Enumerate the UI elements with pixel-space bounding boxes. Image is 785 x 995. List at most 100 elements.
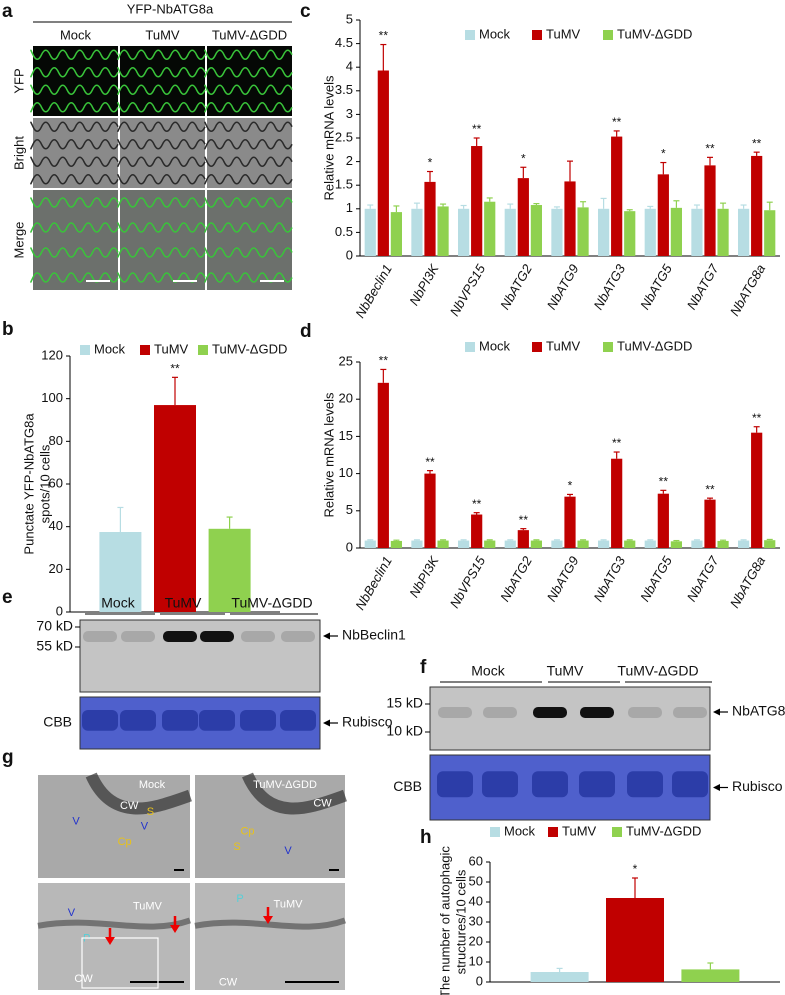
error-bar bbox=[753, 151, 760, 156]
cell-outline bbox=[204, 121, 293, 185]
y-tick-label: 40 bbox=[469, 893, 483, 908]
error-bar bbox=[766, 538, 773, 541]
marker-label: 70 kD bbox=[36, 618, 73, 634]
x-tick-label: NbATG9 bbox=[544, 262, 582, 312]
image-label: Mock bbox=[139, 779, 166, 791]
stain-band bbox=[627, 771, 663, 798]
legend-swatch bbox=[80, 345, 90, 355]
significance-label: * bbox=[428, 156, 433, 170]
legend-label: TuMV-ΔGDD bbox=[212, 341, 287, 356]
y-tick-label: 3 bbox=[346, 106, 353, 121]
error-bar bbox=[600, 197, 607, 209]
x-tick-label: NbATG7 bbox=[684, 553, 722, 604]
y-axis-label: The number of autophagic bbox=[437, 846, 452, 995]
error-bar bbox=[660, 489, 667, 494]
image-label: S bbox=[233, 841, 240, 853]
error-bar bbox=[632, 877, 638, 898]
bar bbox=[738, 208, 750, 256]
error-bar bbox=[613, 130, 620, 137]
band bbox=[241, 631, 275, 642]
band bbox=[580, 707, 614, 718]
bar bbox=[577, 207, 589, 256]
stain-band bbox=[120, 710, 156, 731]
error-bar bbox=[460, 539, 467, 541]
legend-label: TuMV-ΔGDD bbox=[626, 823, 701, 838]
bar bbox=[704, 165, 716, 256]
lane-label: TuMV bbox=[165, 595, 202, 611]
image-label: V bbox=[284, 845, 292, 857]
significance-label: ** bbox=[379, 29, 389, 43]
bar bbox=[717, 208, 729, 256]
blot bbox=[79, 619, 321, 693]
bar bbox=[751, 432, 763, 548]
micrograph bbox=[33, 118, 118, 188]
bar bbox=[691, 540, 703, 548]
bar bbox=[751, 155, 763, 256]
error-bar bbox=[693, 204, 700, 209]
significance-label: * bbox=[521, 151, 526, 165]
image-label: Cp bbox=[240, 826, 254, 838]
error-bar bbox=[172, 376, 178, 406]
significance-label: ** bbox=[705, 142, 715, 156]
error-bar bbox=[440, 539, 447, 541]
y-axis-label: Relative mRNA levels bbox=[321, 392, 336, 517]
y-tick-label: 120 bbox=[41, 347, 63, 362]
significance-label: ** bbox=[425, 455, 435, 469]
y-tick-label: 1.5 bbox=[335, 177, 353, 192]
error-bar bbox=[556, 967, 563, 972]
legend-label: TuMV-ΔGDD bbox=[617, 26, 692, 41]
significance-label: ** bbox=[659, 475, 669, 489]
x-tick-label: NbATG7 bbox=[684, 261, 722, 312]
y-tick-label: 20 bbox=[469, 933, 483, 948]
stain-band bbox=[437, 771, 473, 798]
column-header: Mock bbox=[60, 27, 92, 42]
cell-wall bbox=[242, 772, 347, 815]
error-bar bbox=[440, 203, 447, 207]
bar bbox=[644, 540, 656, 548]
error-bar bbox=[647, 539, 654, 541]
arrow-head bbox=[323, 632, 330, 640]
bar bbox=[606, 898, 664, 982]
error-bar bbox=[413, 202, 420, 209]
error-bar bbox=[380, 43, 387, 71]
bar bbox=[691, 208, 703, 256]
error-bar bbox=[720, 202, 727, 209]
y-tick-label: 0.5 bbox=[335, 224, 353, 239]
error-bar bbox=[473, 512, 480, 515]
y-tick-label: 100 bbox=[41, 390, 63, 405]
bar bbox=[504, 208, 516, 256]
legend-label: TuMV-ΔGDD bbox=[617, 338, 692, 353]
y-tick-label: 50 bbox=[469, 873, 483, 888]
error-bar bbox=[117, 506, 124, 532]
marker-label: 15 kD bbox=[386, 695, 423, 711]
stain-band bbox=[482, 771, 518, 798]
y-axis-label: spots/10 cells bbox=[37, 444, 52, 523]
bar bbox=[681, 969, 740, 982]
column-header: TuMV-ΔGDD bbox=[212, 27, 287, 42]
x-tick-label: NbPI3K bbox=[406, 553, 442, 600]
y-tick-label: 1 bbox=[346, 200, 353, 215]
image-label: CW bbox=[313, 798, 332, 810]
bar bbox=[364, 208, 376, 256]
x-tick-label: NbATG5 bbox=[637, 261, 675, 312]
cell-outline bbox=[117, 121, 206, 185]
significance-label: * bbox=[633, 862, 638, 876]
red-arrow-head bbox=[263, 916, 273, 924]
error-bar bbox=[626, 539, 633, 541]
x-tick-label: NbBeclin1 bbox=[352, 554, 395, 613]
error-bar bbox=[226, 516, 233, 529]
band bbox=[533, 707, 567, 718]
stain-band bbox=[199, 710, 235, 731]
bar bbox=[377, 70, 389, 256]
y-axis-label: structures/10 cells bbox=[453, 869, 468, 974]
error-bar bbox=[707, 962, 714, 970]
y-tick-label: 20 bbox=[49, 561, 63, 576]
significance-label: ** bbox=[170, 362, 180, 376]
error-bar bbox=[626, 209, 633, 212]
y-tick-label: 5 bbox=[346, 11, 353, 26]
error-bar bbox=[507, 539, 514, 541]
x-tick-label: NbVPS15 bbox=[447, 261, 489, 319]
stain-band bbox=[240, 710, 276, 731]
error-bar bbox=[553, 206, 560, 209]
significance-label: ** bbox=[379, 354, 389, 368]
